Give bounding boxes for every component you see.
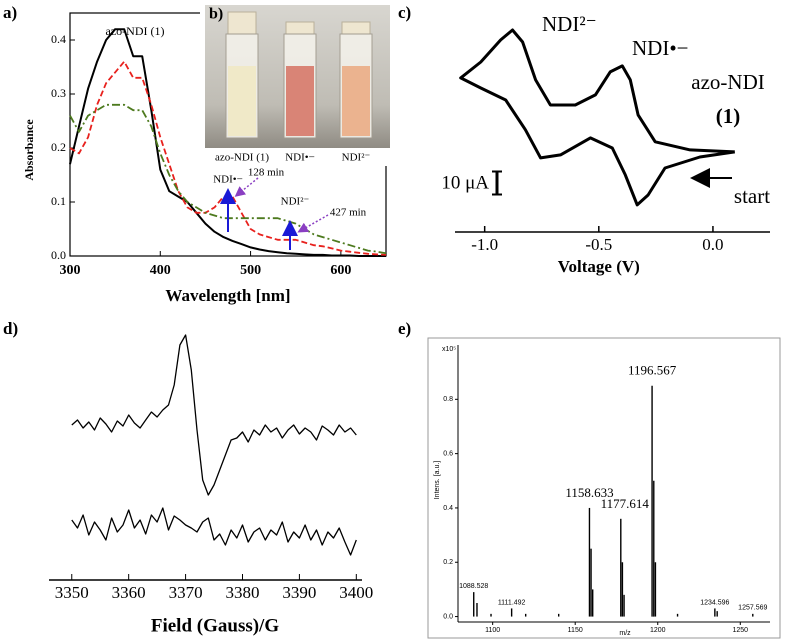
arrow — [297, 214, 329, 233]
panel-label: b) — [209, 6, 223, 23]
x-tick-label: 400 — [150, 263, 171, 278]
solution — [342, 66, 370, 136]
photo-label: NDI•− — [285, 152, 315, 164]
x-tick-label: 1200 — [650, 627, 666, 634]
x-tick-label: 600 — [330, 263, 351, 278]
peak-label: 1196.567 — [628, 363, 677, 378]
y-tick-label: 0.4 — [443, 505, 453, 512]
x-tick-label: 0.0 — [702, 235, 723, 254]
annotation: NDI²⁻ — [281, 196, 310, 208]
x-tick-label: 300 — [60, 263, 81, 278]
x-tick-label: 3380 — [225, 583, 259, 602]
annotation: start — [734, 184, 770, 208]
x-axis-title: Voltage (V) — [558, 257, 640, 276]
cuvette-cap — [285, 21, 315, 35]
data-line — [459, 28, 736, 207]
scale-bar-label: 10 μA — [441, 172, 489, 193]
x-tick-label: 3350 — [55, 583, 89, 602]
y-tick-label: 0.4 — [51, 32, 66, 46]
panel-label: e) — [398, 319, 411, 338]
data-line — [71, 507, 357, 556]
y-tick-label: 0.0 — [51, 248, 66, 262]
x-tick-label: -0.5 — [585, 235, 612, 254]
annotation: azo-NDI (1) — [106, 24, 165, 38]
photo-label: NDI²⁻ — [342, 152, 371, 164]
annotation: NDI•− — [632, 36, 689, 60]
annotation: NDI•− — [213, 174, 243, 186]
y-tick-label: 0.0 — [443, 613, 453, 620]
data-line — [69, 28, 386, 257]
annotation: (1) — [716, 104, 741, 128]
y-axis-title: Intens. [a.u.] — [434, 461, 441, 500]
x-tick-label: 3360 — [112, 583, 146, 602]
arrow — [234, 177, 259, 197]
y-multiplier: x10⁵ — [442, 346, 456, 353]
y-axis-title: Absorbance — [22, 119, 36, 181]
x-tick-label: 3390 — [282, 583, 316, 602]
x-tick-label: 1100 — [485, 627, 500, 634]
annotation: azo-NDI — [691, 70, 764, 94]
panel-label: a) — [3, 3, 17, 22]
screenshot-frame — [427, 337, 781, 639]
x-tick-label: -1.0 — [471, 235, 498, 254]
cuvette-cap — [341, 21, 371, 35]
peak-label: 1158.633 — [565, 485, 613, 500]
annotation: 128 min — [248, 167, 285, 179]
peak-label: 1088.528 — [459, 583, 488, 590]
y-tick-label: 0.3 — [51, 86, 66, 100]
cuvette-cap — [227, 11, 257, 35]
y-tick-label: 0.8 — [443, 396, 453, 403]
x-tick-label: 3400 — [339, 583, 373, 602]
x-tick-label: 1150 — [568, 627, 583, 634]
peak-label: 1257.569 — [738, 605, 767, 612]
x-tick-label: 3370 — [169, 583, 203, 602]
y-tick-label: 0.2 — [443, 559, 453, 566]
y-tick-label: 0.2 — [51, 140, 66, 154]
x-tick-label: 500 — [240, 263, 261, 278]
x-axis-title: Wavelength [nm] — [165, 286, 290, 305]
solution — [228, 66, 256, 136]
x-tick-label: 1250 — [732, 627, 748, 634]
panel-label: c) — [398, 3, 411, 22]
peak-label: 1111.492 — [498, 599, 526, 606]
y-tick-label: 0.1 — [51, 194, 66, 208]
photo-label: azo-NDI (1) — [215, 152, 269, 164]
solution — [286, 66, 314, 136]
annotation: 427 min — [330, 207, 367, 219]
data-line — [71, 334, 357, 496]
x-axis-title: Field (Gauss)/G — [151, 615, 279, 636]
x-axis-title: m/z — [619, 630, 631, 637]
y-tick-label: 0.6 — [443, 450, 453, 457]
annotation: NDI²⁻ — [542, 12, 597, 36]
panel-label: d) — [3, 319, 18, 338]
peak-label: 1177.614 — [601, 496, 650, 511]
peak-label: 1234.596 — [700, 599, 729, 606]
